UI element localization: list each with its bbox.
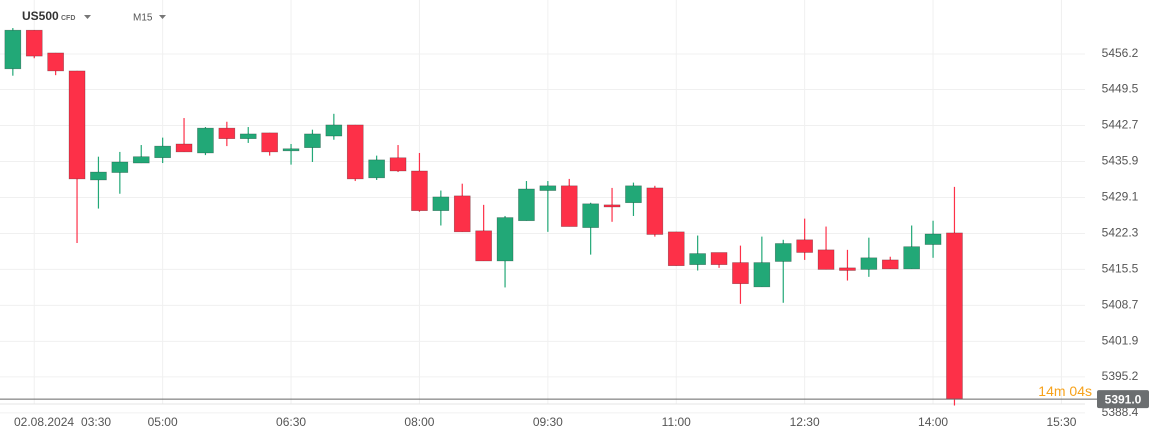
candle-body xyxy=(646,187,664,235)
x-tick-label: 15:30 xyxy=(1046,415,1076,429)
candle-body xyxy=(496,217,514,262)
candle-body xyxy=(411,170,428,211)
y-tick-label: 5422.3 xyxy=(1102,226,1139,240)
candle-body xyxy=(4,29,22,70)
candle-body xyxy=(453,195,471,233)
y-tick-label: 5388.4 xyxy=(1102,405,1139,419)
candle-body xyxy=(346,124,364,180)
y-tick-label: 5435.9 xyxy=(1102,154,1139,168)
candle-body xyxy=(689,253,706,265)
y-tick-label: 5442.7 xyxy=(1102,118,1139,132)
plot-layer: 5456.2 5449.5 5442.7 5435.9 5429.1 5422.3 5415… xyxy=(0,0,1149,429)
candle-body xyxy=(539,185,557,191)
symbol[interactable]: US500 xyxy=(22,9,59,23)
candle-body xyxy=(753,262,771,288)
x-tick-label: 14:00 xyxy=(918,415,948,429)
candle-body xyxy=(774,243,792,262)
y-tick-label: 5408.7 xyxy=(1102,298,1139,312)
y-tick-label: 5429.1 xyxy=(1102,190,1139,204)
timeframe-dropdown[interactable] xyxy=(159,15,166,19)
candle-body xyxy=(325,124,343,137)
x-tick-label: 09:30 xyxy=(533,415,563,429)
y-tick-label: 5449.5 xyxy=(1102,82,1139,96)
candle-body xyxy=(47,52,64,72)
x-tick-label: 12:30 xyxy=(790,415,820,429)
candle-body xyxy=(603,204,621,208)
candle-body xyxy=(197,127,214,154)
candle-body xyxy=(667,231,685,267)
x-tick-label: 06:30 xyxy=(276,415,306,429)
candle-body xyxy=(903,246,920,270)
y-tick-label: 5415.5 xyxy=(1102,262,1139,276)
timeframe[interactable]: M15 xyxy=(133,13,153,24)
candle-body xyxy=(25,29,43,57)
candle-body xyxy=(282,148,300,152)
x-tick-label: 11:00 xyxy=(662,415,691,429)
candle-body xyxy=(860,257,878,270)
candle-body xyxy=(475,230,492,262)
candle-body xyxy=(389,157,407,172)
candle-body xyxy=(518,188,535,222)
y-tick-label: 5401.9 xyxy=(1102,334,1139,348)
candle-body xyxy=(432,196,450,211)
x-tick-label: 08:00 xyxy=(404,415,434,429)
candle-body xyxy=(710,252,728,265)
candle-body xyxy=(732,262,749,285)
date-label: 02.08.2024 xyxy=(14,415,74,429)
candle-body xyxy=(839,267,856,271)
candle-body xyxy=(154,145,171,159)
instrument: CFD xyxy=(61,15,75,22)
candle-body xyxy=(582,203,599,228)
candle-body xyxy=(111,161,129,173)
y-tick-label: 5395.2 xyxy=(1102,369,1139,383)
candle-body xyxy=(817,249,835,270)
symbol-dropdown[interactable] xyxy=(84,15,91,19)
last-price-label: 5391.0 xyxy=(1105,392,1142,406)
x-tick-label: 03:30 xyxy=(81,415,111,429)
candle-body xyxy=(368,159,385,179)
candle-body xyxy=(881,259,899,270)
candle-body xyxy=(132,156,150,164)
candle-body xyxy=(68,70,86,180)
candle-body xyxy=(239,133,257,139)
last-price-box xyxy=(1097,390,1149,409)
candle-body xyxy=(218,127,236,139)
candle-body xyxy=(304,133,321,148)
countdown: 14m 04s xyxy=(1038,383,1092,399)
y-tick-label: 5456.2 xyxy=(1102,46,1139,60)
candle-body xyxy=(261,132,278,153)
candle-body xyxy=(946,232,963,400)
candle-body xyxy=(924,233,942,245)
candle-body xyxy=(90,171,107,181)
x-tick-label: 05:00 xyxy=(148,415,178,429)
candle-body xyxy=(560,185,578,227)
candle-body xyxy=(175,143,193,153)
candle-body xyxy=(796,239,813,253)
candle-body xyxy=(625,185,642,204)
